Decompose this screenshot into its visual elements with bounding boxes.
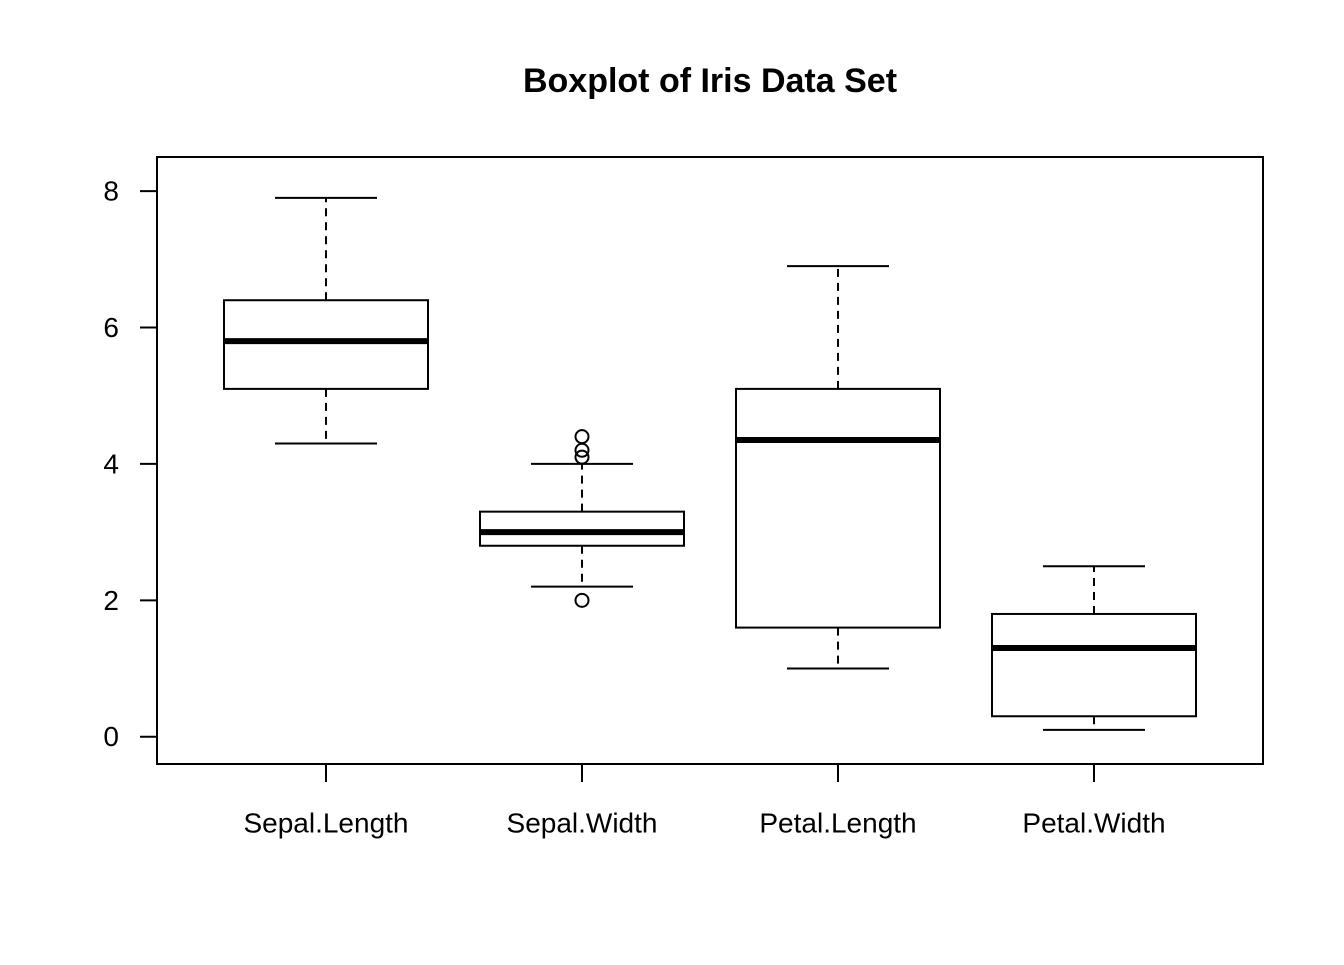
box-petal-width: [991, 565, 1197, 731]
y-tick-label: 2: [103, 585, 119, 616]
x-category-label: Sepal.Length: [243, 808, 408, 839]
outlier-point: [574, 449, 590, 465]
x-category-label: Sepal.Width: [507, 808, 658, 839]
outlier-point: [574, 429, 590, 445]
chart-title: Boxplot of Iris Data Set: [523, 62, 897, 100]
y-tick-label: 0: [103, 721, 119, 752]
y-tick-label: 8: [103, 176, 119, 207]
outlier-point: [574, 592, 590, 608]
y-tick-label: 4: [103, 448, 119, 479]
plot-frame: [156, 156, 1264, 765]
box-petal-length: [735, 265, 941, 670]
box-series: [223, 196, 1197, 731]
x-axis: Sepal.Length Sepal.Width Petal.Length Petal…: [243, 764, 1166, 839]
iqr-box: [991, 612, 1197, 718]
y-tick-label: 6: [103, 312, 119, 343]
x-category-label: Petal.Length: [759, 808, 916, 839]
iqr-box: [223, 299, 429, 390]
iqr-box: [479, 510, 685, 547]
box-sepal-length: [223, 196, 429, 445]
iqr-box: [735, 387, 941, 629]
y-axis: 0 2 4 6 8: [103, 176, 157, 752]
box-sepal-width: [479, 429, 685, 608]
x-category-label: Petal.Width: [1022, 808, 1165, 839]
